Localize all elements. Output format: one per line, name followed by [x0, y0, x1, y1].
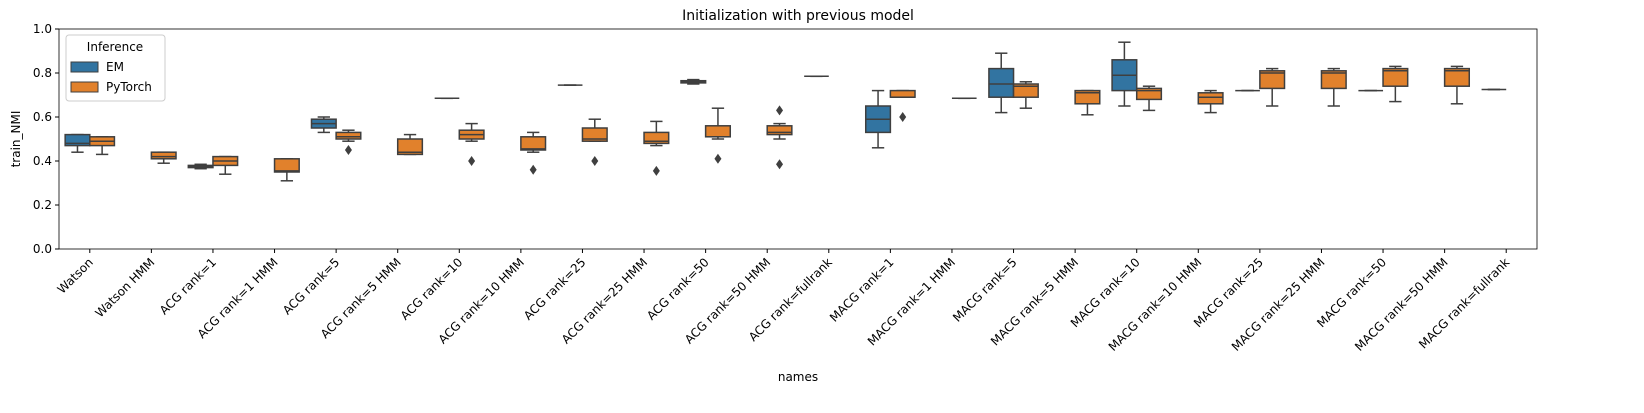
y-tick-label: 0.0	[33, 242, 52, 256]
x-axis-label: names	[778, 370, 818, 384]
y-tick-label: 0.4	[33, 154, 52, 168]
outlier	[468, 156, 476, 166]
outlier	[776, 159, 784, 170]
x-tick-label: ACG rank=50	[644, 255, 712, 323]
box	[1074, 89, 1101, 105]
box	[396, 138, 424, 156]
outlier	[899, 112, 907, 122]
outlier	[776, 105, 784, 116]
x-tick-label: Watson HMM	[93, 255, 158, 320]
x-tick-label: Watson	[55, 255, 96, 296]
y-tick-label: 0.2	[33, 198, 52, 212]
box	[150, 151, 177, 160]
box	[1197, 92, 1224, 105]
x-tick-label: MACG rank=1	[827, 255, 897, 325]
box	[988, 67, 1015, 98]
outlier	[529, 164, 537, 175]
box	[643, 131, 670, 145]
outlier	[591, 156, 599, 166]
x-tick-label: ACG rank=5	[280, 255, 342, 317]
outlier	[714, 153, 722, 164]
box	[1382, 67, 1409, 87]
legend-label: PyTorch	[106, 80, 152, 94]
box	[1443, 67, 1471, 87]
box	[581, 127, 608, 142]
x-tick-label: ACG rank=10	[398, 255, 466, 323]
x-tick-label: ACG rank=25	[521, 255, 589, 323]
x-tick-label: ACG rank=1	[157, 255, 219, 317]
box	[766, 125, 793, 136]
box	[273, 158, 300, 173]
box	[704, 125, 732, 138]
plot-frame	[58, 28, 1538, 250]
chart-title: Initialization with previous model	[682, 8, 914, 24]
box	[335, 131, 362, 140]
box	[1135, 87, 1163, 101]
box	[1320, 70, 1347, 90]
y-tick-label: 0.6	[33, 110, 52, 124]
box	[520, 136, 547, 151]
x-tick-label: MACG rank=5	[950, 255, 1020, 325]
legend-label: EM	[106, 60, 124, 74]
box	[1259, 70, 1286, 90]
legend-swatch	[70, 61, 99, 73]
y-tick-label: 1.0	[33, 22, 52, 36]
legend-swatch	[70, 81, 99, 93]
outlier	[344, 145, 352, 155]
y-tick-label: 0.8	[33, 66, 52, 80]
y-axis-label: train_NMI	[9, 111, 23, 168]
outlier	[652, 165, 660, 176]
legend-title: Inference	[87, 40, 143, 54]
box	[1012, 83, 1039, 98]
box	[889, 89, 916, 98]
